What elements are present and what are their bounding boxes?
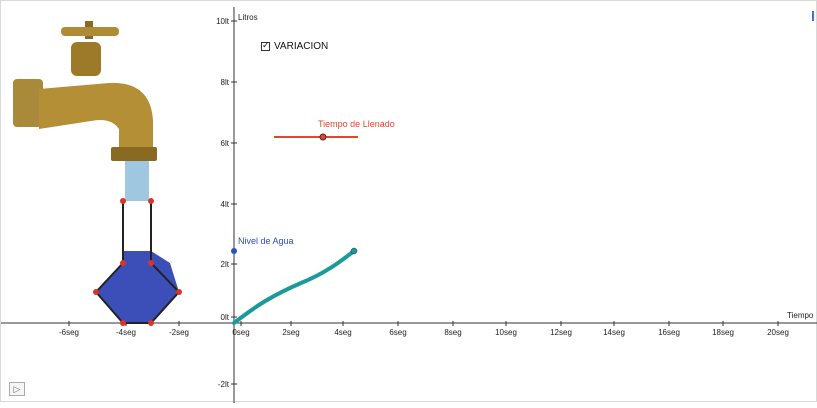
y-tick-label: -2lt	[218, 380, 230, 389]
corner-indicator	[812, 11, 814, 21]
x-ticks: -6seg -4seg -2seg 0seg 2seg 4seg 6seg 8seg 10seg…	[59, 321, 789, 337]
y-tick-label: 4lt	[221, 200, 230, 209]
x-tick-label: 16seg	[658, 328, 680, 337]
y-tick-label: 2lt	[221, 260, 230, 269]
play-icon: ▷	[13, 383, 21, 394]
slider-handle[interactable]	[319, 133, 327, 141]
x-axis-name: Tiempo	[787, 311, 814, 320]
x-tick-label: 14seg	[603, 328, 625, 337]
x-tick-label: 18seg	[712, 328, 734, 337]
x-tick-label: 2seg	[282, 328, 299, 337]
faucet-icon	[13, 21, 157, 201]
fill-curve-end-point[interactable]	[350, 247, 358, 255]
x-tick-label: -2seg	[169, 328, 189, 337]
x-tick-label: 6seg	[389, 328, 406, 337]
slider-label: Tiempo de Llenado	[318, 119, 395, 129]
x-tick-label: -4seg	[116, 328, 136, 337]
y-axis-name: Litros	[238, 13, 258, 22]
x-tick-label: 10seg	[495, 328, 517, 337]
fill-time-slider[interactable]: Tiempo de Llenado	[274, 119, 395, 141]
x-tick-label: 20seg	[767, 328, 789, 337]
water-level-point[interactable]: Nivel de Agua	[231, 236, 294, 254]
x-tick-label: 4seg	[334, 328, 351, 337]
y-tick-label: 0lt	[221, 313, 230, 322]
x-tick-label: 0seg	[232, 328, 249, 337]
water-level-label: Nivel de Agua	[238, 236, 294, 246]
variation-label: VARIACION	[274, 41, 329, 52]
fill-curve	[232, 249, 356, 325]
water-container	[93, 198, 182, 326]
x-tick-label: 8seg	[444, 328, 461, 337]
y-tick-label: 6lt	[221, 139, 230, 148]
checkbox-icon[interactable]	[261, 40, 270, 51]
x-tick-label: -6seg	[59, 328, 79, 337]
variation-checkbox[interactable]: VARIACION	[261, 40, 329, 52]
y-ticks: -2lt 0lt 2lt 4lt 6lt 8lt 10lt	[216, 17, 237, 389]
y-tick-label: 8lt	[221, 78, 230, 87]
x-tick-label: 12seg	[550, 328, 572, 337]
play-button[interactable]: ▷	[9, 382, 25, 396]
y-tick-label: 10lt	[216, 17, 230, 26]
